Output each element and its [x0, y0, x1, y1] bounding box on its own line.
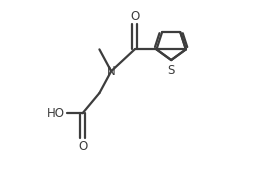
Text: S: S	[168, 64, 175, 77]
Text: N: N	[107, 65, 115, 78]
Text: O: O	[78, 140, 87, 153]
Text: O: O	[130, 10, 139, 23]
Text: HO: HO	[47, 107, 65, 120]
